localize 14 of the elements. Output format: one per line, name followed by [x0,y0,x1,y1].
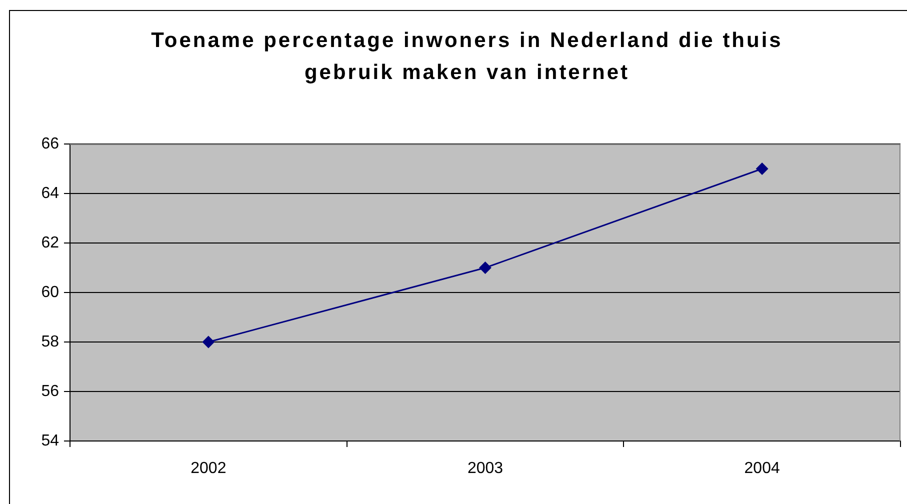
x-tick-label: 2004 [744,460,780,478]
y-tick-label: 62 [41,234,60,252]
y-tick-label: 64 [41,184,60,202]
y-tick-label: 58 [41,333,60,350]
point [479,262,492,274]
point [756,162,768,175]
x-tick-label: 2002 [190,460,226,478]
chart-title: Toename percentage inwoners in Nederland die thuis gebruik maken van internet [150,28,784,86]
y-tick-label: 56 [41,382,60,400]
y-tick-label: 66 [41,135,60,152]
y-tick-label: 60 [41,284,60,301]
y-tick-label: 54 [41,432,60,450]
point [202,336,214,348]
x-tick-label: 2003 [467,460,504,478]
